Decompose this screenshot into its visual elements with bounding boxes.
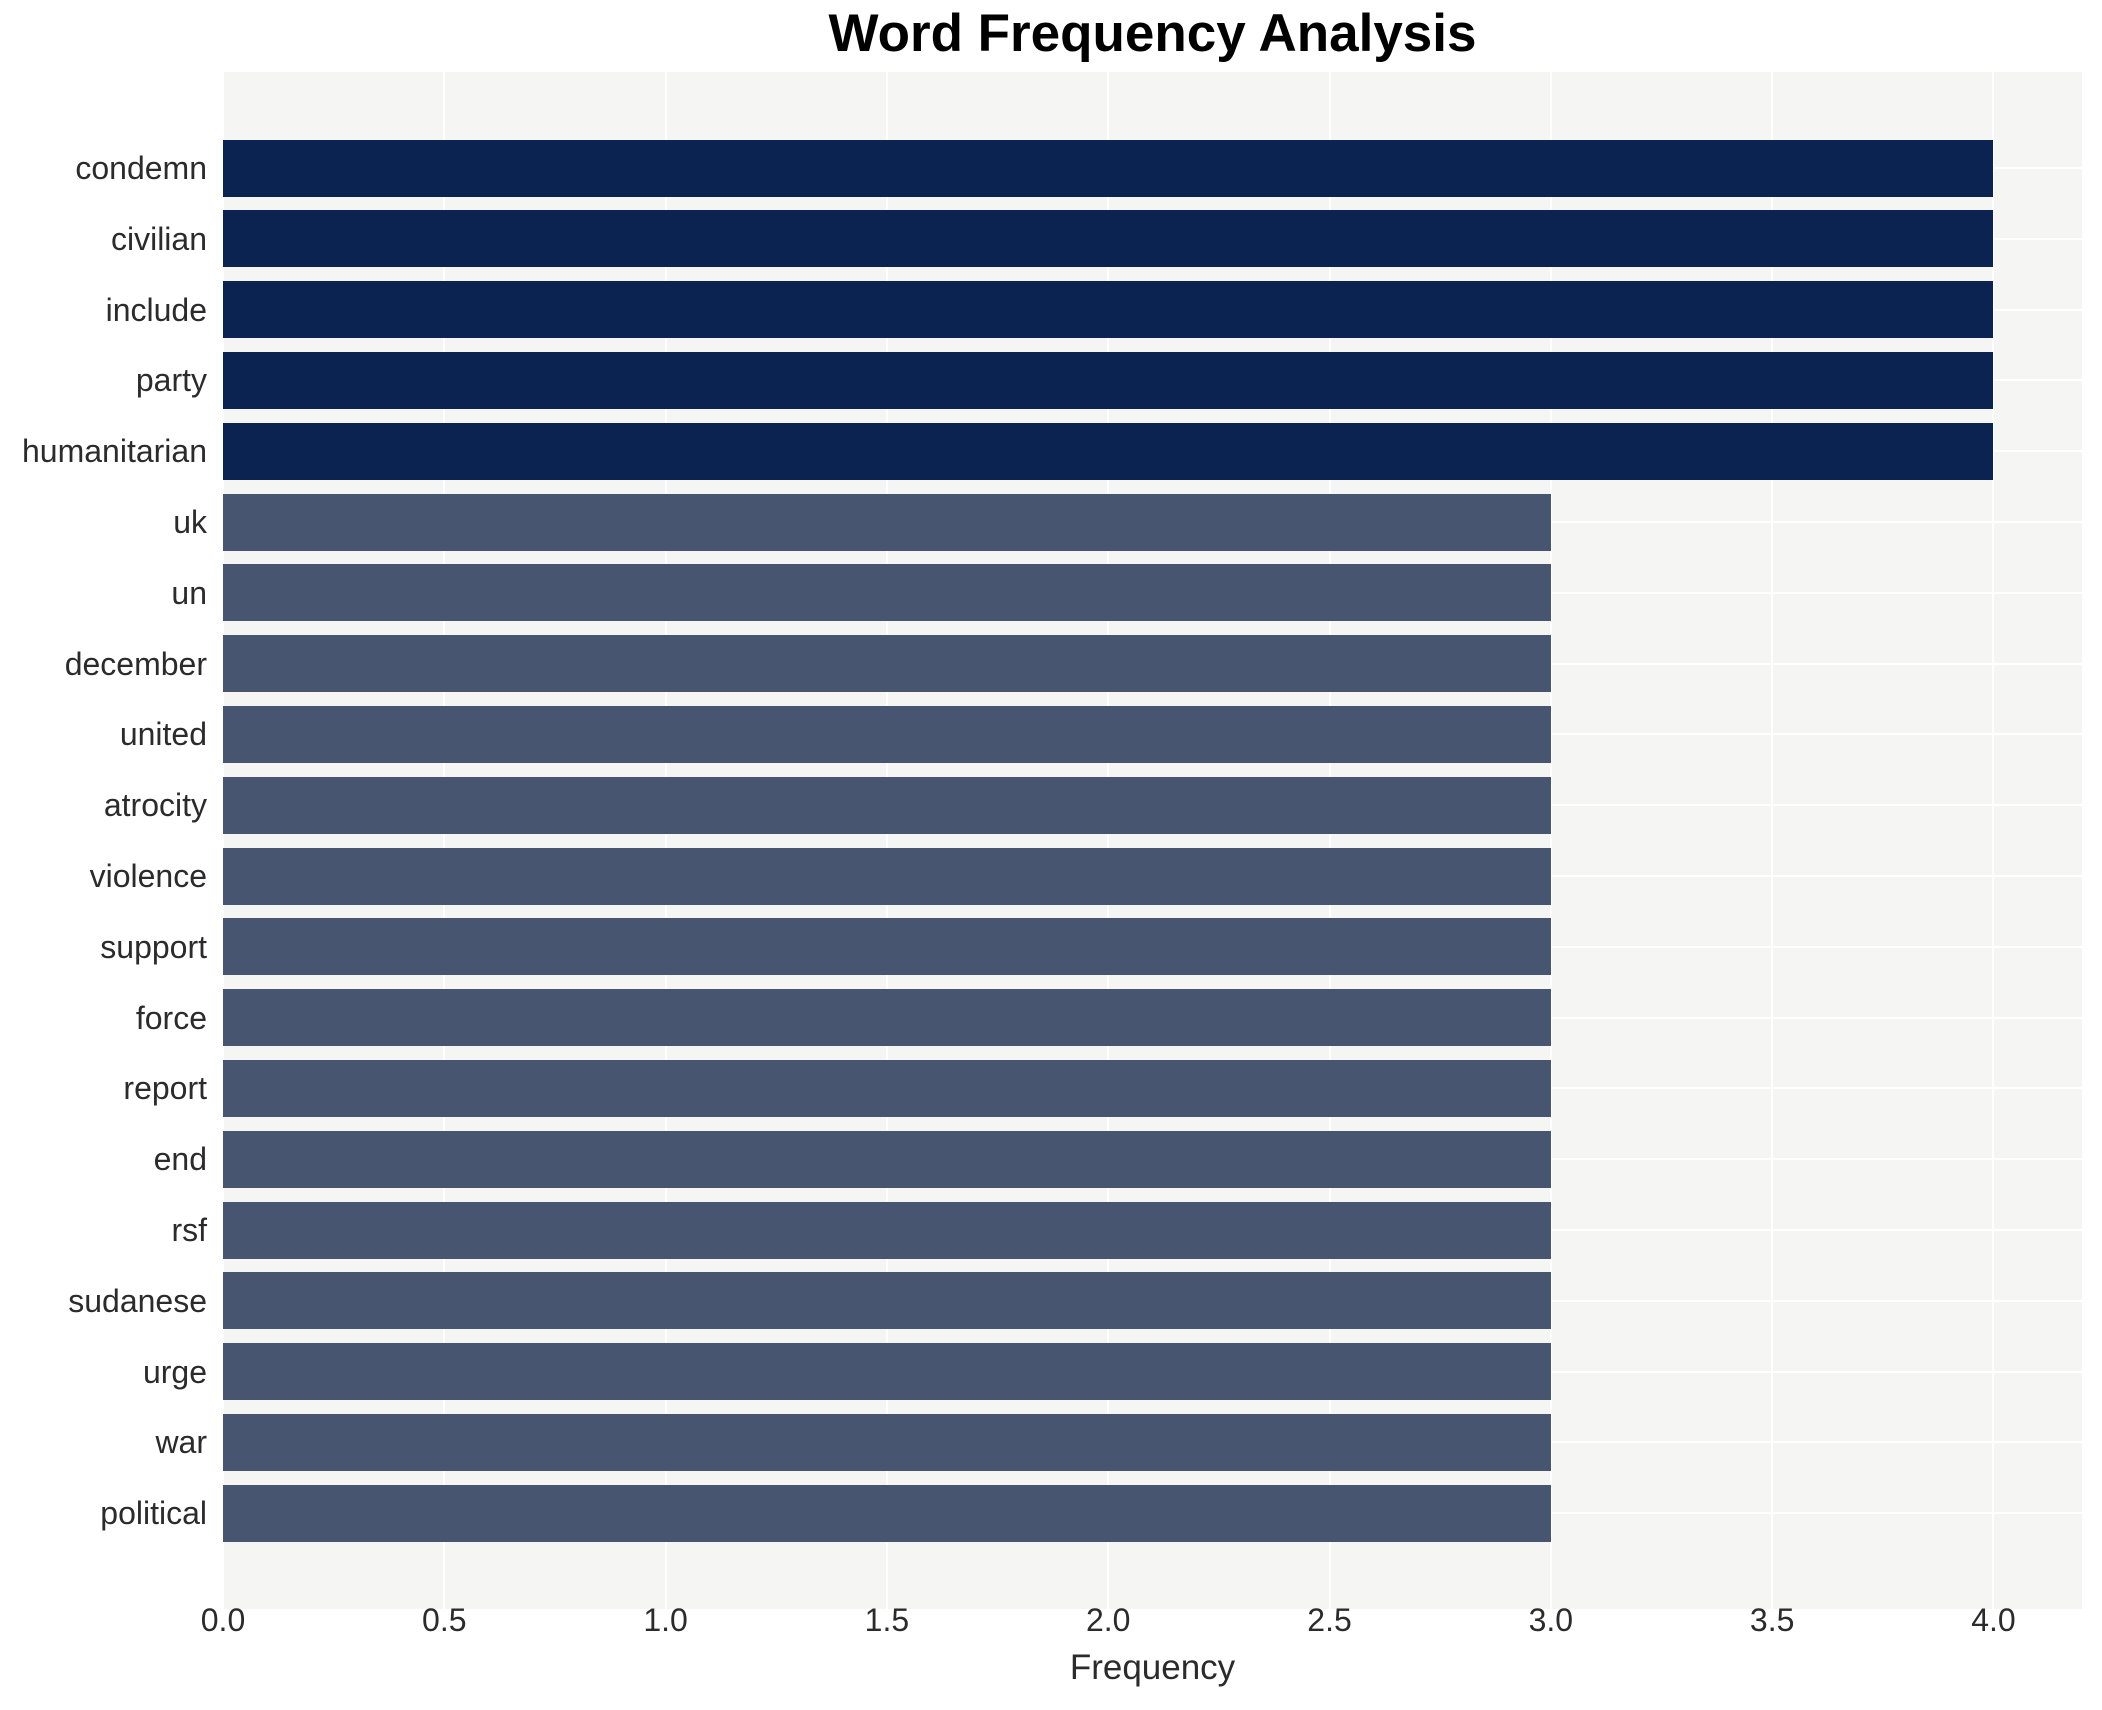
bar-united <box>223 705 1551 763</box>
vertical-gridline-0.5 <box>443 72 446 1609</box>
y-tick-label-condemn: condemn <box>75 150 207 186</box>
vertical-gridline-4.0 <box>1992 72 1995 1609</box>
bar-sudanese <box>223 1272 1551 1330</box>
bar-urge <box>223 1343 1551 1401</box>
bar-rsf <box>223 1201 1551 1259</box>
bar-condemn <box>223 139 1994 197</box>
y-tick-label-force: force <box>135 999 207 1036</box>
bar-humanitarian <box>223 422 1994 480</box>
bar-include <box>223 281 1994 339</box>
y-tick-label-include: include <box>105 291 207 328</box>
vertical-gridline-2.0 <box>1107 72 1110 1609</box>
vertical-gridline-0.0 <box>222 72 224 1609</box>
y-tick-label-atrocity: atrocity <box>103 787 207 824</box>
bar-war <box>223 1413 1551 1471</box>
chart-title: Word Frequency Analysis <box>828 4 1477 63</box>
y-tick-label-december: december <box>64 645 207 682</box>
x-axis-label: Frequency <box>1069 1648 1236 1687</box>
bar-force <box>223 989 1551 1047</box>
plot-area <box>222 72 2082 1609</box>
y-tick-label-report: report <box>123 1070 207 1107</box>
y-tick-label-un: un <box>171 574 207 611</box>
vertical-gridline-1.5 <box>885 72 888 1609</box>
vertical-gridline-3.5 <box>1771 72 1774 1609</box>
y-tick-label-united: united <box>119 716 207 753</box>
y-tick-label-end: end <box>153 1141 207 1178</box>
y-tick-label-civilian: civilian <box>110 220 207 257</box>
bar-support <box>223 918 1551 976</box>
y-tick-label-political: political <box>100 1495 207 1532</box>
y-tick-label-support: support <box>100 928 207 965</box>
bar-violence <box>223 847 1551 905</box>
y-tick-label-violence: violence <box>89 858 207 894</box>
y-tick-label-humanitarian: humanitarian <box>22 433 207 470</box>
y-tick-label-sudanese: sudanese <box>68 1282 207 1319</box>
y-tick-label-urge: urge <box>142 1353 207 1390</box>
bar-end <box>223 1130 1551 1188</box>
vertical-gridline-2.5 <box>1328 72 1331 1609</box>
y-tick-label-rsf: rsf <box>171 1212 207 1248</box>
vertical-gridline-3.0 <box>1549 72 1552 1609</box>
y-tick-label-war: war <box>155 1424 207 1461</box>
bar-political <box>223 1484 1551 1542</box>
bar-december <box>223 635 1551 693</box>
y-tick-label-party: party <box>135 362 207 399</box>
y-tick-label-uk: uk <box>173 504 207 540</box>
vertical-gridline-1.0 <box>664 72 667 1609</box>
bar-un <box>223 564 1551 622</box>
bar-uk <box>223 493 1551 551</box>
bar-civilian <box>223 210 1994 268</box>
bar-report <box>223 1059 1551 1117</box>
bar-party <box>223 351 1994 409</box>
bar-atrocity <box>223 776 1551 834</box>
